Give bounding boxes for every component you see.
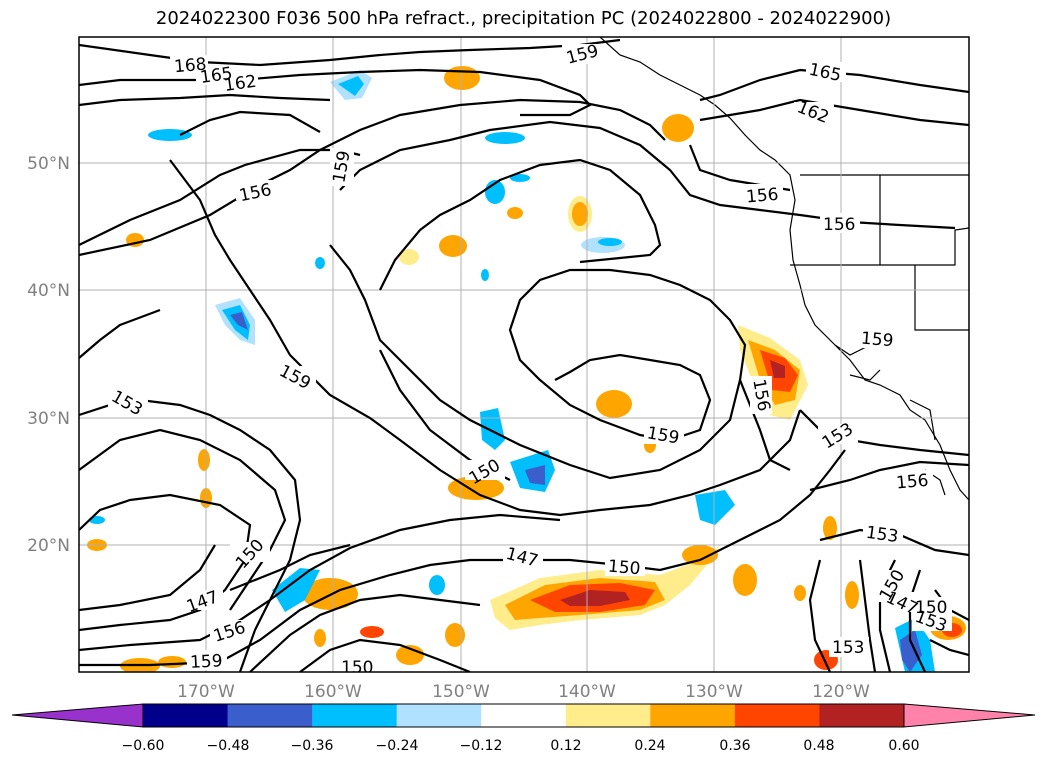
colorbar-tick: −0.60 <box>122 738 165 754</box>
lon-label: 120°W <box>812 682 870 702</box>
contour-label: 150 <box>607 557 641 580</box>
lat-label: 20°N <box>27 536 70 556</box>
colorbar-swatch <box>565 704 651 727</box>
colorbar-tick: 0.24 <box>634 738 665 754</box>
coastline <box>599 37 969 501</box>
lon-label: 170°W <box>177 682 235 702</box>
contour-label: 159 <box>860 329 894 352</box>
colorbar-tick: 0.60 <box>888 738 919 754</box>
contour-label: 162 <box>223 72 258 96</box>
contour-label: 165 <box>199 64 234 88</box>
colorbar-swatch <box>481 704 567 727</box>
lon-label: 160°W <box>304 682 362 702</box>
contour-label: 159 <box>190 651 223 673</box>
colorbar-swatch <box>312 704 398 727</box>
lat-label: 30°N <box>27 409 70 429</box>
contour-label: 156 <box>823 215 855 235</box>
colorbar-tick: −0.36 <box>291 738 334 754</box>
contour-label: 156 <box>745 185 779 208</box>
colorbar-swatch <box>734 704 820 727</box>
map-frame <box>78 36 970 673</box>
colorbar-swatch <box>227 704 313 727</box>
colorbar-tick: 0.36 <box>719 738 750 754</box>
colorbar-tick: −0.12 <box>460 738 503 754</box>
colorbar-extend-high <box>904 704 1035 727</box>
lat-label: 40°N <box>27 281 70 301</box>
colorbar-ticks: −0.60 −0.48 −0.36 −0.24 −0.12 0.12 0.24 … <box>122 738 920 754</box>
contour-label: 150 <box>341 658 373 678</box>
colorbar-swatch <box>650 704 736 727</box>
lon-label: 150°W <box>432 682 490 702</box>
map-title: 2024022300 F036 500 hPa refract., precip… <box>155 8 892 29</box>
contour-label: 168 <box>173 55 207 78</box>
colorbar-tick: −0.24 <box>376 738 419 754</box>
contour-label: 153 <box>832 638 864 658</box>
map-area: 168 165 162 159 165 162 156 159 156 156 … <box>79 37 969 678</box>
colorbar-swatch <box>819 704 905 727</box>
lon-label: 130°W <box>685 682 743 702</box>
colorbar: −0.60 −0.48 −0.36 −0.24 −0.12 0.12 0.24 … <box>11 703 1036 754</box>
colorbar-swatch <box>396 704 482 727</box>
contour-label: 156 <box>895 471 929 494</box>
contour-label: 150 <box>915 598 947 618</box>
colorbar-extend-low <box>12 704 143 727</box>
lon-label: 140°W <box>558 682 616 702</box>
graticule <box>79 37 969 672</box>
longitude-labels: 170°W 160°W 150°W 140°W 130°W 120°W <box>177 682 870 702</box>
colorbar-tick: −0.48 <box>207 738 250 754</box>
latitude-labels: 50°N 40°N 30°N 20°N <box>27 154 70 556</box>
colorbar-swatch <box>143 704 229 727</box>
contour-label: 153 <box>865 523 900 547</box>
colorbar-tick: 0.12 <box>550 738 581 754</box>
lat-label: 50°N <box>27 154 70 174</box>
colorbar-tick: 0.48 <box>803 738 834 754</box>
